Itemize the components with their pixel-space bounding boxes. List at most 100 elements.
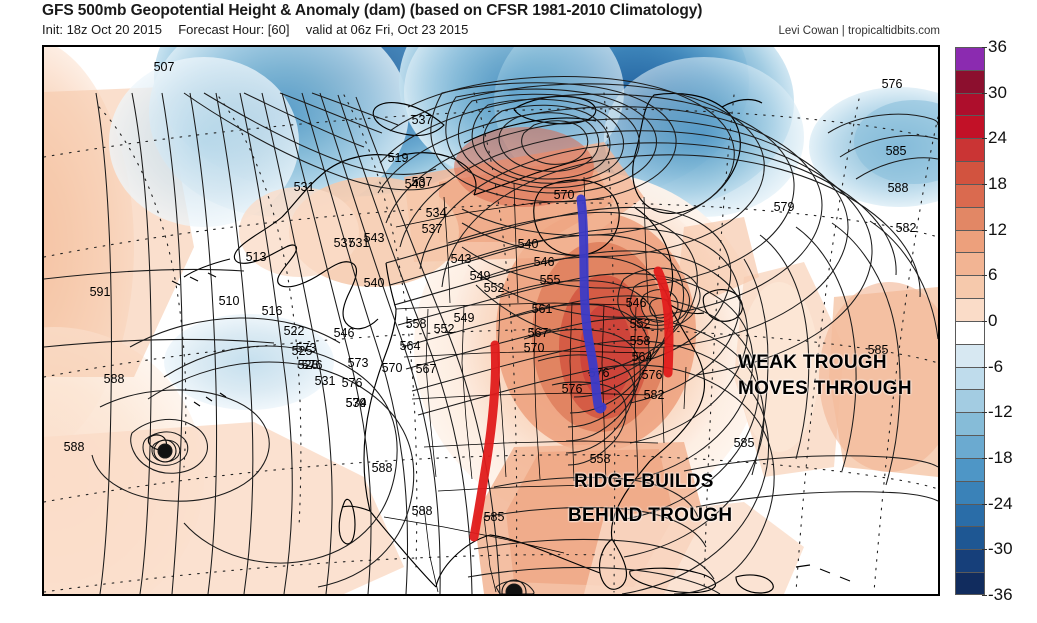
- annotation-ridge-builds-line1: RIDGE BUILDS: [574, 471, 714, 492]
- svg-text:537: 537: [334, 236, 355, 250]
- svg-text:558: 558: [406, 317, 427, 331]
- colorbar-tick: [982, 595, 987, 596]
- colorbar-tick: [982, 47, 987, 48]
- svg-text:576: 576: [882, 77, 903, 91]
- svg-text:576: 576: [562, 382, 583, 396]
- anomaly-colorbar: [955, 47, 985, 595]
- chart-header: GFS 500mb Geopotential Height & Anomaly …: [0, 0, 1037, 45]
- svg-text:564: 564: [400, 339, 421, 353]
- colorbar-swatch: [955, 69, 985, 93]
- attribution: Levi Cowan | tropicaltidbits.com: [778, 25, 941, 37]
- annotation-ridge-builds-line2: BEHIND TROUGH: [568, 505, 733, 526]
- svg-text:567: 567: [528, 326, 549, 340]
- svg-text:579: 579: [774, 200, 795, 214]
- colorbar-swatch: [955, 343, 985, 367]
- svg-text:558: 558: [630, 334, 651, 348]
- svg-text:531: 531: [315, 374, 336, 388]
- svg-text:573: 573: [348, 356, 369, 370]
- colorbar-swatch: [955, 572, 985, 595]
- colorbar-tick: [982, 321, 987, 322]
- svg-text:531: 531: [294, 180, 315, 194]
- colorbar-swatch: [955, 366, 985, 390]
- colorbar-tick: [982, 229, 987, 231]
- colorbar-swatch: [955, 412, 985, 436]
- colorbar-tick-label: 30: [988, 82, 1007, 102]
- colorbar-tick: [982, 275, 987, 277]
- svg-text:537: 537: [412, 113, 433, 127]
- svg-text:552: 552: [434, 322, 455, 336]
- svg-text:519: 519: [388, 151, 409, 165]
- colorbar-swatch: [955, 252, 985, 276]
- colorbar-swatch: [955, 526, 985, 550]
- colorbar-swatch: [955, 503, 985, 527]
- svg-text:540: 540: [364, 276, 385, 290]
- svg-text:570: 570: [382, 361, 403, 375]
- colorbar-swatch: [955, 298, 985, 321]
- colorbar-tick-label: -18: [988, 448, 1013, 467]
- colorbar-tick-label: -24: [988, 493, 1013, 513]
- svg-text:543: 543: [451, 252, 472, 266]
- svg-text:516: 516: [262, 304, 283, 318]
- colorbar-swatch: [955, 183, 985, 207]
- colorbar-tick-label: 36: [988, 37, 1007, 56]
- svg-text:585: 585: [886, 144, 907, 158]
- forecast-metadata: Init: 18z Oct 20 2015 Forecast Hour: [60…: [42, 22, 468, 37]
- colorbar-tick-label: -30: [988, 539, 1013, 559]
- svg-text:585: 585: [484, 510, 505, 524]
- svg-text:588: 588: [412, 504, 433, 518]
- colorbar-tick: [982, 549, 987, 551]
- svg-text:522: 522: [284, 324, 305, 338]
- svg-text:567: 567: [416, 362, 437, 376]
- colorbar-tick-label: -36: [988, 585, 1013, 604]
- svg-text:546: 546: [626, 296, 647, 310]
- colorbar-swatch: [955, 275, 985, 299]
- map-canvas[interactable]: .ctr{fill:none;stroke:#1b1b1b;stroke-wid…: [42, 45, 940, 596]
- colorbar-tick-label: 12: [988, 219, 1007, 239]
- colorbar-tick-label: 24: [988, 128, 1007, 148]
- svg-text:555: 555: [540, 273, 561, 287]
- valid-time: valid at 06z Fri, Oct 23 2015: [305, 22, 469, 37]
- colorbar-tick-label: 0: [988, 311, 998, 330]
- svg-text:552: 552: [630, 317, 651, 331]
- colorbar-tick-label: 6: [988, 265, 998, 285]
- colorbar-tick: [982, 366, 987, 368]
- svg-text:507: 507: [154, 60, 175, 74]
- svg-text:552: 552: [484, 281, 505, 295]
- svg-text:528: 528: [298, 358, 319, 372]
- colorbar-swatch: [955, 435, 985, 458]
- svg-text:570: 570: [554, 188, 575, 202]
- svg-text:576: 576: [342, 376, 363, 390]
- svg-text:561: 561: [532, 302, 553, 316]
- svg-text:585: 585: [868, 343, 889, 357]
- svg-text:585: 585: [734, 436, 755, 450]
- colorbar-swatch: [955, 138, 985, 162]
- svg-text:582: 582: [644, 388, 665, 402]
- forecast-hour: Forecast Hour: [60]: [178, 22, 290, 37]
- svg-text:534: 534: [426, 206, 447, 220]
- colorbar-swatch: [955, 229, 985, 253]
- colorbar-swatch: [955, 115, 985, 139]
- colorbar-tick: [982, 458, 987, 459]
- annotation-weak-trough-line1: WEAK TROUGH: [738, 352, 887, 373]
- svg-text:588: 588: [888, 181, 909, 195]
- svg-text:549: 549: [470, 269, 491, 283]
- annotation-weak-trough-line2: MOVES THROUGH: [738, 378, 912, 399]
- colorbar-tick: [982, 184, 987, 185]
- svg-text:591: 591: [90, 285, 111, 299]
- colorbar-tick-label: -6: [988, 356, 1004, 376]
- svg-text:588: 588: [64, 440, 85, 454]
- svg-text:558: 558: [590, 452, 611, 466]
- svg-text:549: 549: [454, 311, 475, 325]
- svg-text:510: 510: [219, 294, 240, 308]
- colorbar-tick: [982, 412, 987, 414]
- svg-text:534: 534: [346, 396, 367, 410]
- init-time: Init: 18z Oct 20 2015: [42, 22, 162, 37]
- svg-text:540: 540: [518, 237, 539, 251]
- svg-text:537: 537: [422, 222, 443, 236]
- colorbar-swatch: [955, 320, 985, 344]
- svg-text:576: 576: [302, 358, 323, 372]
- colorbar-swatch: [955, 206, 985, 230]
- colorbar-tick: [982, 138, 987, 140]
- svg-text:513: 513: [246, 250, 267, 264]
